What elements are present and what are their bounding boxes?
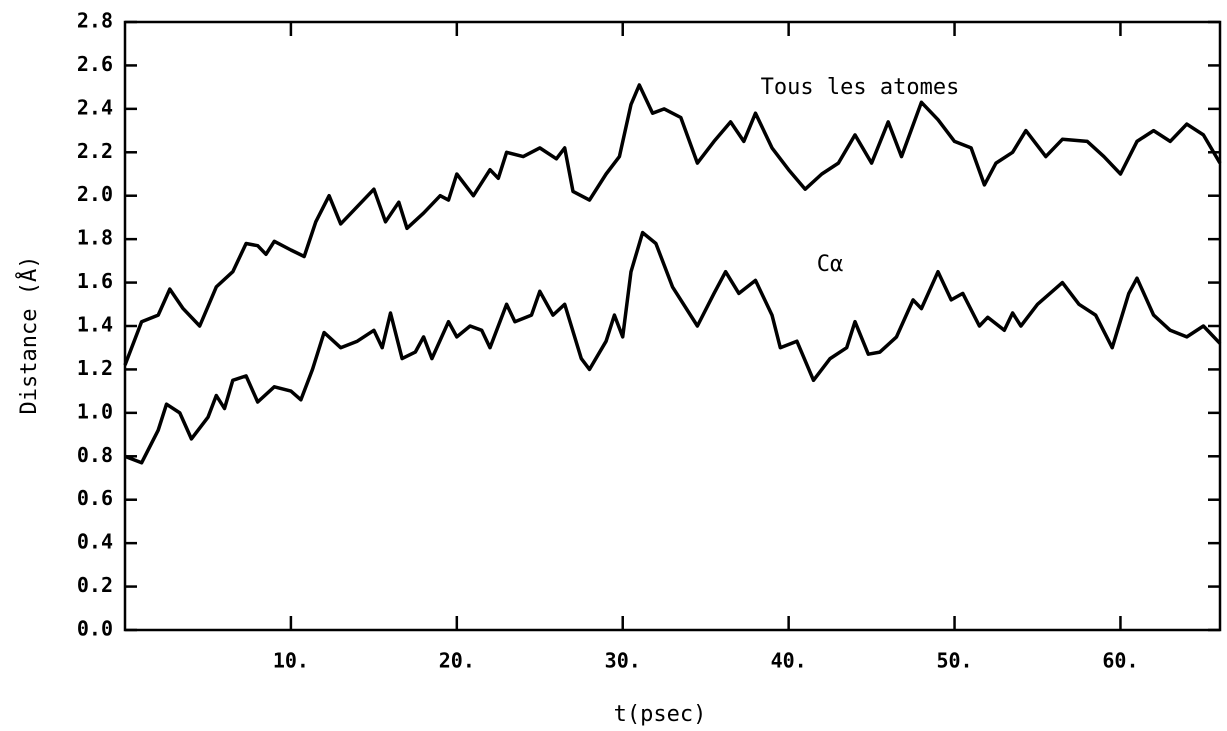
y-tick-label: 2.4	[77, 95, 113, 119]
y-tick-label: 0.8	[77, 443, 113, 467]
y-tick-label: 2.0	[77, 182, 113, 206]
data-line	[123, 83, 1222, 366]
y-tick-label: 2.8	[77, 9, 113, 33]
series-label: Tous les atomes	[761, 75, 960, 100]
y-tick-label: 1.2	[77, 356, 113, 380]
x-tick-label: 10.	[273, 649, 309, 673]
y-tick-label: 1.0	[77, 399, 113, 423]
data-line	[124, 230, 1222, 465]
y-tick-label: 1.8	[77, 226, 113, 250]
series-label: Cα	[817, 252, 844, 277]
x-tick-label: 50.	[936, 649, 972, 673]
x-tick-label: 20.	[439, 649, 475, 673]
y-tick-label: 1.6	[77, 269, 113, 293]
y-tick-label: 2.6	[77, 52, 113, 76]
x-tick-label: 30.	[605, 649, 641, 673]
y-tick-label: 2.2	[77, 139, 113, 163]
x-tick-label: 40.	[771, 649, 807, 673]
y-tick-label: 0.0	[77, 617, 113, 641]
x-tick-label: 60.	[1102, 649, 1138, 673]
y-axis-label: Distance (Å)	[15, 256, 42, 415]
y-tick-label: 0.4	[77, 530, 113, 554]
y-tick-label: 1.4	[77, 313, 113, 337]
x-axis-label: t(psec)	[614, 702, 707, 727]
y-tick-label: 0.2	[77, 573, 113, 597]
y-tick-label: 0.6	[77, 486, 113, 510]
